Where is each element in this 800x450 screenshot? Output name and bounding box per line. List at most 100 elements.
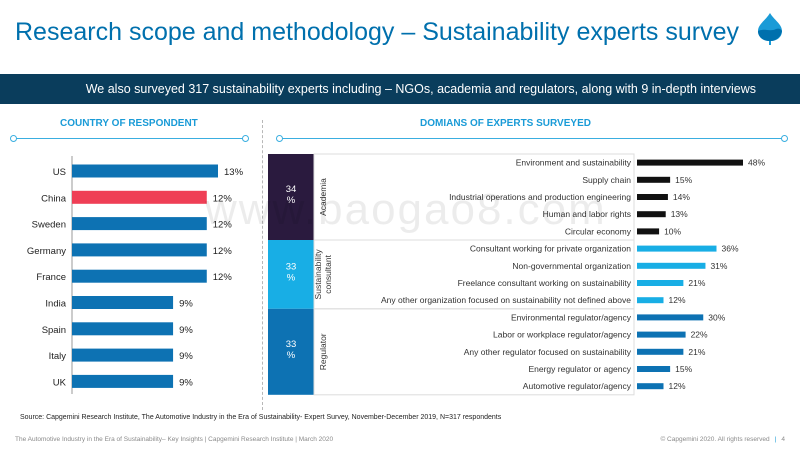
domain-label: Environment and sustainability xyxy=(516,158,632,168)
domain-label: Any other regulator focused on sustainab… xyxy=(464,347,632,357)
group-name: Academia xyxy=(318,178,328,216)
country-value: 9% xyxy=(179,325,193,336)
domain-label: Non-governmental organization xyxy=(512,261,631,271)
group-share: % xyxy=(287,350,296,361)
domains-section-line xyxy=(280,138,785,139)
domain-label: Labor or workplace regulator/agency xyxy=(493,330,632,340)
country-section-line xyxy=(14,138,246,139)
group-share: 33 xyxy=(286,261,297,272)
country-section-title: COUNTRY OF RESPONDENT xyxy=(60,118,198,129)
domain-value: 21% xyxy=(688,347,705,357)
domain-label: Any other organization focused on sustai… xyxy=(381,295,631,305)
group-name-line: Academia xyxy=(318,178,328,216)
country-label: Spain xyxy=(42,325,66,336)
domain-value: 15% xyxy=(675,175,692,185)
domain-value: 31% xyxy=(710,261,727,271)
country-value: 9% xyxy=(179,299,193,310)
domain-bar xyxy=(637,280,684,286)
country-bar xyxy=(72,243,207,257)
section-dot xyxy=(781,135,788,142)
group-name-line: Sustainability xyxy=(313,249,323,300)
country-bar xyxy=(72,190,207,204)
domain-value: 48% xyxy=(748,158,765,168)
country-value: 12% xyxy=(213,220,233,231)
watermark: www.baogao8.com xyxy=(205,185,607,234)
group-name: Regulator xyxy=(318,333,328,370)
capgemini-logo xyxy=(758,13,782,45)
domain-value: 12% xyxy=(669,295,686,305)
domain-value: 10% xyxy=(664,226,681,236)
country-label: UK xyxy=(53,377,67,388)
country-value: 12% xyxy=(213,272,233,283)
country-value: 9% xyxy=(179,351,193,362)
group-share: 34 xyxy=(286,184,297,195)
domain-bar xyxy=(637,228,660,235)
country-label: Italy xyxy=(49,351,67,362)
footer-left: The Automotive Industry in the Era of Su… xyxy=(15,436,334,443)
group-name: Sustainabilityconsultant xyxy=(313,249,333,300)
domain-label: Environmental regulator/agency xyxy=(511,312,632,322)
group-share: % xyxy=(287,195,296,206)
domains-bar-chart: 34% Academia Environment and sustainabilit… xyxy=(268,153,765,396)
country-value: 12% xyxy=(213,246,233,257)
section-dot xyxy=(242,135,249,142)
column-divider xyxy=(262,120,263,410)
group-block xyxy=(268,308,314,395)
domain-value: 12% xyxy=(669,381,686,391)
domain-bar xyxy=(637,297,664,304)
country-bar xyxy=(72,164,218,178)
section-dot xyxy=(10,135,17,142)
country-label: Sweden xyxy=(32,220,66,231)
group-block xyxy=(268,240,314,309)
page-number: 4 xyxy=(781,436,785,443)
section-dot xyxy=(276,135,283,142)
country-value: 13% xyxy=(224,167,244,178)
page-title: Research scope and methodology – Sustain… xyxy=(15,18,740,46)
domain-bar xyxy=(637,383,664,390)
domain-value: 30% xyxy=(708,312,725,322)
country-bar xyxy=(72,269,207,283)
domain-value: 21% xyxy=(688,278,705,288)
group-frame xyxy=(313,308,635,396)
group-share: 33 xyxy=(286,339,297,350)
group-share: % xyxy=(287,272,296,283)
domain-bar xyxy=(637,348,684,355)
country-label: US xyxy=(53,167,66,178)
domain-bar xyxy=(637,262,706,269)
domain-value: 13% xyxy=(671,209,688,219)
footer-right: © Capgemini 2020. All rights reserved | 4 xyxy=(660,436,785,443)
domain-bar xyxy=(637,245,717,252)
domain-bar xyxy=(637,366,671,372)
country-label: France xyxy=(36,272,66,283)
country-value: 9% xyxy=(179,377,193,388)
country-label: Germany xyxy=(27,246,66,257)
domain-value: 36% xyxy=(722,244,739,254)
domain-label: Human and labor rights xyxy=(543,209,631,219)
domain-label: Energy regulator or agency xyxy=(528,364,631,374)
country-label: India xyxy=(45,299,66,310)
domain-value: 14% xyxy=(673,192,690,202)
domain-bar xyxy=(637,314,704,321)
copyright: © Capgemini 2020. All rights reserved xyxy=(660,436,770,443)
group-name-line: Regulator xyxy=(318,333,328,370)
country-bar xyxy=(72,348,174,362)
country-bar xyxy=(72,217,207,231)
domain-bar xyxy=(637,176,671,183)
footer-separator: | xyxy=(774,436,777,443)
group-name-line: consultant xyxy=(323,254,333,293)
country-bar xyxy=(72,296,174,309)
group-block xyxy=(268,154,314,240)
country-label: China xyxy=(41,193,67,204)
domain-value: 15% xyxy=(675,364,692,374)
domain-bar xyxy=(637,331,686,338)
domain-bar xyxy=(637,194,668,200)
source-note: Source: Capgemini Research Institute, Th… xyxy=(20,414,502,421)
country-bar-chart: US 13% China 12% Sweden 12% Germany 12% France 12… xyxy=(27,156,244,394)
country-value: 12% xyxy=(213,193,233,204)
domain-bar xyxy=(637,211,666,218)
domain-value: 22% xyxy=(691,330,708,340)
domain-bar xyxy=(637,159,743,166)
domain-label: Industrial operations and production eng… xyxy=(449,192,631,202)
country-bar xyxy=(72,374,174,388)
domain-label: Automotive regulator/agency xyxy=(523,381,632,391)
